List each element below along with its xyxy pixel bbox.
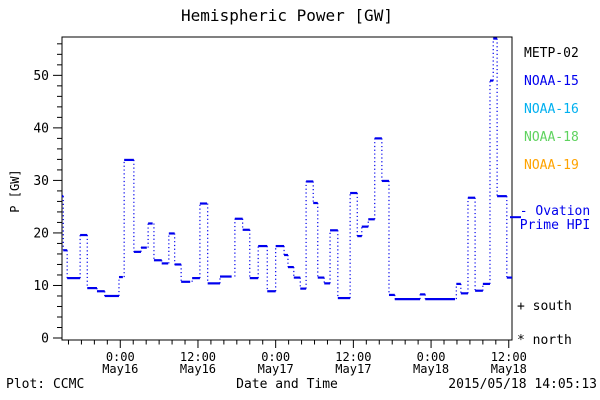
x-axis-tick-labels: 0:00May1612:00May160:00May1712:00May170:… — [102, 350, 527, 376]
x-tick-date: May16 — [102, 362, 138, 376]
hpi-step-line — [62, 37, 512, 301]
y-axis-tick-labels: 0 10 20 30 40 50 — [33, 69, 49, 347]
y-tick-label: 0 — [41, 332, 49, 347]
y-tick-label: 20 — [33, 226, 49, 241]
plot-source-label: Plot: CCMC — [6, 377, 85, 392]
x-tick-date: May18 — [491, 362, 527, 376]
plot-frame — [61, 36, 513, 341]
ovation-prime-hpi-label: - Ovation Prime HPI — [512, 205, 598, 233]
legend-item-noaa18: NOAA-18 — [524, 130, 579, 145]
x-tick-time: 12:00 — [491, 350, 527, 364]
plot-timestamp: 2015/05/18 14:05:13 — [448, 377, 597, 392]
ovation-prime-hpi-line2: Prime HPI — [519, 218, 591, 233]
x-tick-date: May16 — [180, 362, 216, 376]
page-title: Hemispheric Power [GW] — [181, 6, 393, 25]
y-tick-label: 50 — [33, 69, 49, 84]
x-tick-time: 0:00 — [417, 350, 446, 364]
legend-item-noaa16: NOAA-16 — [524, 102, 579, 117]
x-axis-label: Date and Time — [236, 377, 338, 392]
x-tick-time: 12:00 — [180, 350, 216, 364]
south-marker-label: + south — [517, 299, 572, 314]
ovation-prime-hpi-line1: - Ovation — [519, 204, 591, 219]
legend-item-noaa19: NOAA-19 — [524, 158, 579, 173]
y-axis-ticks — [53, 43, 62, 339]
x-tick-date: May18 — [413, 362, 449, 376]
north-marker-label: * north — [517, 333, 572, 348]
x-axis-ticks — [67, 340, 510, 348]
y-tick-label: 30 — [33, 174, 49, 189]
x-tick-time: 0:00 — [106, 350, 135, 364]
legend-item-metp02: METP-02 — [524, 46, 579, 61]
legend-item-noaa15: NOAA-15 — [524, 74, 579, 89]
x-tick-time: 0:00 — [261, 350, 290, 364]
x-tick-time: 12:00 — [335, 350, 371, 364]
x-tick-date: May17 — [258, 362, 294, 376]
y-tick-label: 10 — [33, 279, 49, 294]
x-tick-date: May17 — [335, 362, 371, 376]
y-tick-label: 40 — [33, 121, 49, 136]
